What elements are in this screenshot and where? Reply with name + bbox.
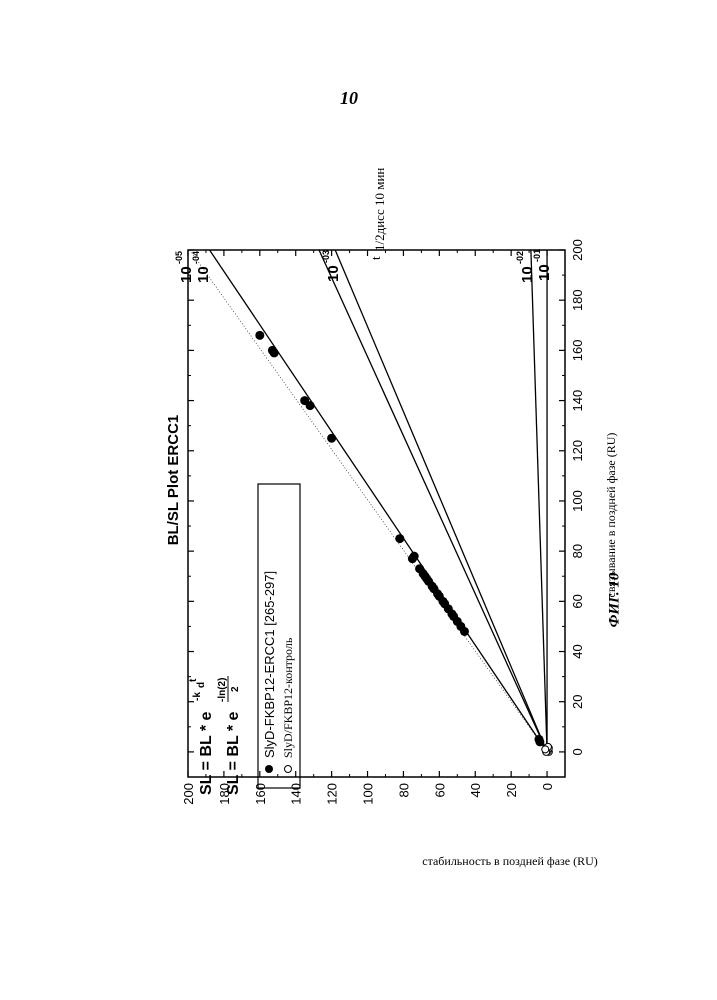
- svg-text:2: 2: [230, 686, 241, 692]
- data-point-s0-22: [327, 434, 336, 443]
- data-point-s0-20: [410, 552, 419, 561]
- legend-marker-open: [285, 766, 292, 773]
- x-tick-label-200: 200: [570, 239, 585, 261]
- data-point-s0-26: [268, 346, 277, 355]
- y-tick-label-200: 200: [181, 783, 196, 805]
- data-point-s0-24: [300, 396, 309, 405]
- y-tick-label-60: 60: [432, 783, 447, 797]
- svg-text:10: 10: [178, 266, 195, 283]
- svg-text:-01: -01: [532, 249, 542, 262]
- svg-text:10: 10: [519, 266, 536, 283]
- x-tick-label-120: 120: [570, 440, 585, 462]
- x-tick-label-160: 160: [570, 340, 585, 362]
- x-tick-label-0: 0: [570, 748, 585, 755]
- y-tick-label-140: 140: [289, 783, 304, 805]
- svg-text:-03: -03: [321, 250, 331, 263]
- data-point-s0-21: [395, 534, 404, 543]
- svg-text:t: t: [368, 256, 383, 260]
- data-point-s0-27: [255, 331, 264, 340]
- line-label-1e-01: 10 -01: [532, 249, 553, 281]
- y-tick-label-160: 160: [253, 783, 268, 805]
- x-tick-label-100: 100: [570, 490, 585, 512]
- y-tick-label-120: 120: [325, 783, 340, 805]
- y-tick-label-0: 0: [540, 783, 555, 790]
- legend-label-2: SlyD/FKBP12-контроль: [281, 637, 295, 758]
- legend-label-1: SlyD-FKBP12-ERCC1 [265-297]: [262, 571, 277, 758]
- svg-text:10: 10: [536, 264, 553, 281]
- legend-marker-filled: [265, 765, 273, 773]
- y-tick-label-20: 20: [504, 783, 519, 797]
- svg-text:SL = BL * e: SL = BL * e: [198, 711, 215, 795]
- reference-line-10-03: [319, 250, 547, 752]
- legend: SlyD-FKBP12-ERCC1 [265-297] SlyD/FKBP12-…: [258, 484, 300, 788]
- svg-text:-05: -05: [174, 251, 184, 264]
- y-tick-label-100: 100: [361, 783, 376, 805]
- svg-text:t: t: [188, 678, 199, 682]
- x-tick-label-60: 60: [570, 594, 585, 608]
- svg-text:-02: -02: [515, 251, 525, 264]
- svg-text:-ln(2): -ln(2): [217, 678, 228, 702]
- line-label-1e-04: 10 -04: [191, 251, 212, 283]
- y-tick-label-40: 40: [468, 783, 483, 797]
- x-tick-label-80: 80: [570, 544, 585, 558]
- x-tick-label-40: 40: [570, 644, 585, 658]
- svg-text:10: 10: [325, 265, 342, 282]
- y-axis-title: стабильность в поздней фазе (RU): [422, 854, 598, 868]
- svg-text:SL = BL * e: SL = BL * e: [225, 711, 242, 795]
- x-axis-title: связывание в поздней фазе (RU): [604, 433, 618, 598]
- svg-text:1/2дисс 10 мин: 1/2дисс 10 мин: [372, 168, 387, 251]
- reference-line-unlabeled-5: [335, 250, 547, 752]
- thalf-label: t 1/2дисс 10 мин: [368, 168, 387, 260]
- reference-line-10-05: [190, 250, 547, 752]
- svg-text:-k: -k: [192, 692, 203, 701]
- data-point-s0-1: [534, 735, 543, 744]
- reference-line-10-04: [210, 250, 548, 752]
- x-tick-label-20: 20: [570, 694, 585, 708]
- reference-line-10-02: [531, 250, 547, 752]
- data-point-s0-18: [415, 564, 424, 573]
- data-point-s1-6: [542, 746, 549, 753]
- svg-text:-04: -04: [191, 251, 201, 264]
- x-tick-label-140: 140: [570, 390, 585, 412]
- x-tick-label-180: 180: [570, 289, 585, 311]
- chart-title: BL/SL Plot ERCC1: [165, 415, 182, 546]
- y-tick-label-80: 80: [396, 783, 411, 797]
- svg-text:10: 10: [195, 266, 212, 283]
